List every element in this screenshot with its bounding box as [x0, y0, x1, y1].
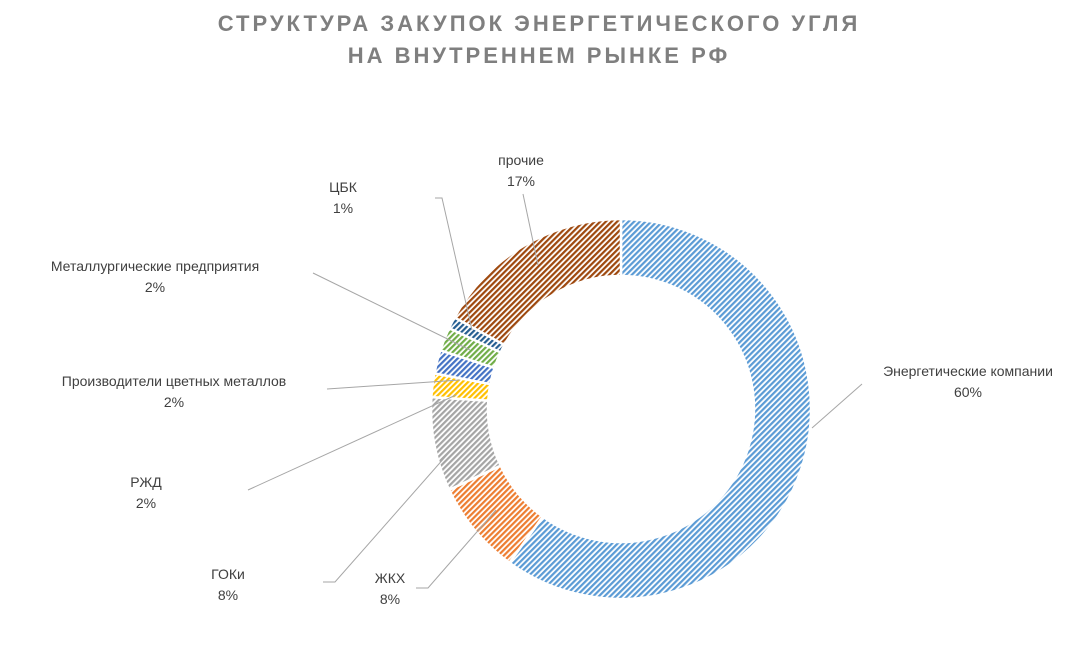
leader-line-other: [522, 193, 539, 266]
label-name: Энергетические компании: [883, 363, 1053, 379]
label-value: 8%: [217, 587, 239, 603]
data-label-rzhd: РЖД 2%: [130, 472, 162, 514]
label-value: 1%: [332, 200, 354, 216]
leader-line-metallurgy: [312, 272, 471, 351]
label-name: Производители цветных металлов: [61, 373, 287, 389]
data-label-zhkh: ЖКХ 8%: [375, 568, 405, 610]
data-label-goki: ГОКи 8%: [211, 564, 245, 606]
leader-line-rzhd: [247, 394, 457, 491]
slice-energy: [507, 217, 813, 601]
data-label-nonferrous: Производители цветных металлов 2%: [62, 371, 287, 413]
leader-line-energy: [811, 383, 863, 429]
label-name: ЖКХ: [374, 570, 406, 586]
chart-title-line-1: СТРУКТУРА ЗАКУПОК ЭНЕРГЕТИЧЕСКОГО УГЛЯ: [217, 11, 861, 36]
label-value: 2%: [163, 394, 185, 410]
label-value: 17%: [506, 173, 536, 189]
leader-line-zhkh: [416, 509, 497, 589]
label-value: 60%: [953, 384, 983, 400]
leader-line-goki: [323, 439, 461, 583]
label-value: 2%: [135, 495, 157, 511]
data-label-metallurgy: Металлургические предприятия 2%: [51, 256, 259, 298]
label-name: Металлургические предприятия: [50, 258, 260, 274]
label-name: ГОКи: [211, 566, 245, 582]
slice-other: [452, 217, 623, 347]
data-label-energy: Энергетические компании 60%: [883, 361, 1053, 403]
leader-line-cbk: [435, 197, 473, 331]
data-label-other: прочие 17%: [498, 150, 544, 192]
chart-title: СТРУКТУРА ЗАКУПОК ЭНЕРГЕТИЧЕСКОГО УГЛЯ Н…: [0, 8, 1078, 72]
data-label-cbk: ЦБК 1%: [329, 177, 357, 219]
label-name: ЦБК: [329, 179, 357, 195]
chart-title-line-2: НА ВНУТРЕННЕМ РЫНКЕ РФ: [347, 43, 731, 68]
label-name: прочие: [498, 152, 544, 168]
leader-line-nonferrous: [326, 379, 461, 390]
label-value: 8%: [379, 591, 401, 607]
label-name: РЖД: [130, 474, 162, 490]
label-value: 2%: [144, 279, 166, 295]
